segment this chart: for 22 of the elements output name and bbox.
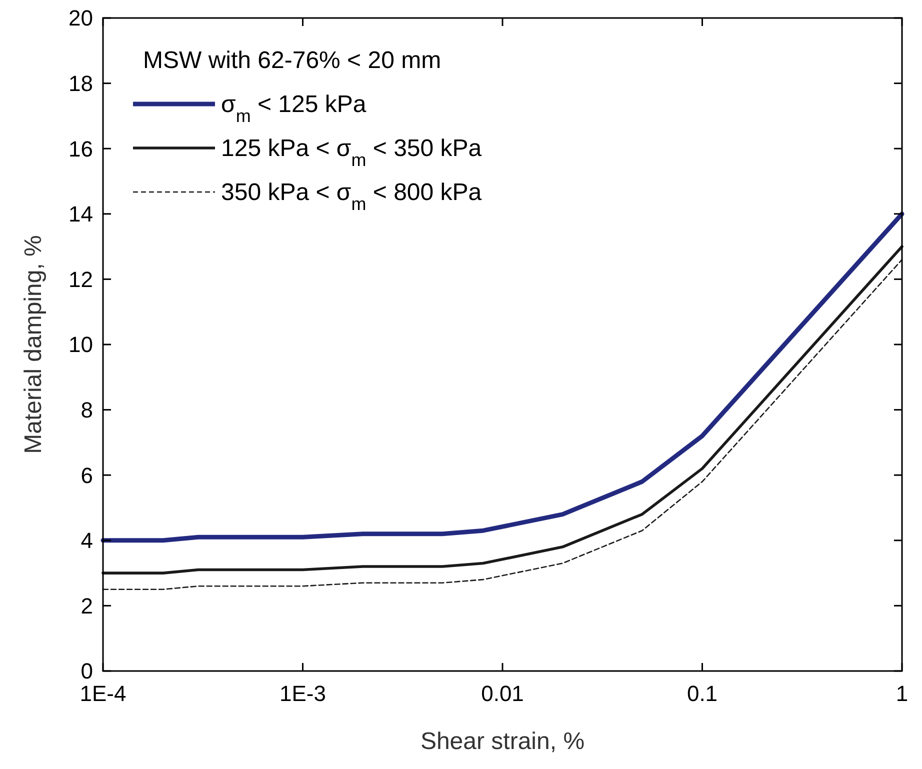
x-tick-label: 1E-4 — [80, 681, 126, 706]
y-tick-label: 12 — [68, 266, 93, 292]
y-tick-label: 6 — [80, 462, 93, 488]
x-axis-title: Shear strain, % — [420, 728, 585, 755]
y-tick-label: 10 — [68, 332, 93, 358]
x-tick-label: 0.01 — [481, 681, 524, 706]
y-tick-label: 20 — [68, 6, 93, 31]
legend-label: σ$_{m}$ < 125 kPa — [221, 91, 367, 126]
legend-label: 350 kPa < σ$_{m}$ < 800 kPa — [221, 179, 482, 214]
y-tick-label: 8 — [80, 398, 93, 422]
y-tick-label: 16 — [68, 136, 93, 162]
x-tick-label: 1E-3 — [280, 681, 326, 706]
y-tick-label: 0 — [80, 658, 93, 684]
y-tick-label: 18 — [68, 71, 93, 96]
y-tick-label: 2 — [80, 593, 93, 618]
legend-title: MSW with 62-76% < 20 mm — [143, 47, 442, 74]
y-tick-label: 4 — [80, 528, 93, 554]
y-axis-title: Material damping, % — [20, 235, 47, 454]
legend-label: 125 kPa < σ$_{m}$ < 350 kPa — [221, 135, 482, 170]
y-tick-label: 14 — [68, 202, 93, 227]
x-tick-label: 1 — [896, 681, 908, 706]
x-tick-label: 0.1 — [686, 681, 718, 706]
